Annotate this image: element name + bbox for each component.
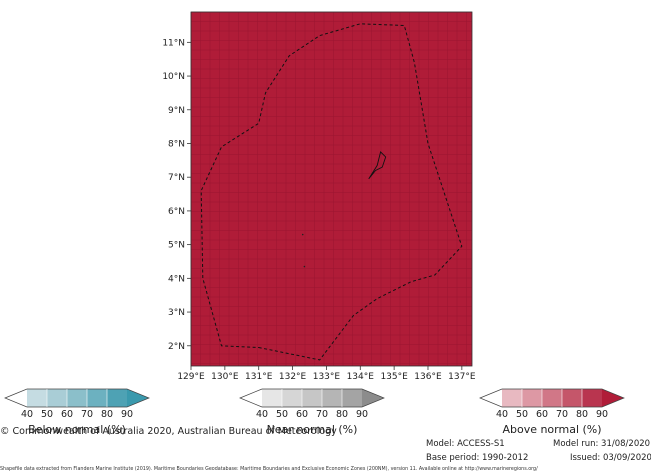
colorbar-tick-label: 70 — [81, 409, 93, 420]
lat-tick-label: 6°N — [168, 207, 185, 217]
lon-tick-label: 136°E — [414, 372, 442, 382]
colorbar-segment — [562, 389, 582, 407]
lat-tick-label: 11°N — [162, 38, 185, 48]
colorbar-title: Below normal (%) — [28, 423, 126, 436]
colorbar-min-extension — [5, 389, 27, 407]
colorbar-max-extension — [602, 389, 624, 407]
map-grid — [190, 11, 472, 366]
colorbar-tick-label: 80 — [101, 409, 113, 420]
colorbar-tick-label: 90 — [356, 409, 368, 420]
base-period-text: Base period: 1990-2012 — [426, 453, 529, 463]
lat-tick-label: 4°N — [168, 274, 185, 284]
lat-tick-label: 10°N — [162, 72, 185, 82]
lon-tick-label: 137°E — [448, 372, 476, 382]
island-outline — [368, 151, 387, 180]
colorbar-tick-label: 40 — [496, 409, 508, 420]
lat-tick-label: 9°N — [168, 106, 185, 116]
model-run-text: Model run: 31/08/2020 — [553, 439, 651, 449]
colorbar-tick-label: 80 — [336, 409, 348, 420]
island-dot — [303, 265, 306, 268]
eez-boundary — [200, 23, 463, 361]
colorbar-min-extension — [480, 389, 502, 407]
colorbar-tick-label: 40 — [21, 409, 33, 420]
colorbar-segment — [302, 389, 322, 407]
colorbar-segment — [522, 389, 542, 407]
colorbar-tick-label: 60 — [61, 409, 73, 420]
colorbar-segment — [107, 389, 127, 407]
colorbar-tick-label: 40 — [256, 409, 268, 420]
map-panel: 129°E 130°E 131°E 132°E 133°E 134°E 135°E 136°E… — [162, 11, 476, 382]
colorbar-segment — [502, 389, 522, 407]
map-frame — [190, 11, 473, 367]
colorbar-max-extension — [127, 389, 149, 407]
island-dot — [301, 233, 304, 236]
colorbar-outline — [4, 388, 150, 408]
colorbar-legends: 40 50 60 70 80 90 Below normal (%) 40 50 60 70 80 90… — [4, 388, 625, 436]
lat-tick-label: 8°N — [168, 139, 185, 149]
lon-tick-label: 132°E — [279, 372, 307, 382]
colorbar-tick-label: 90 — [596, 409, 608, 420]
map-fill — [191, 12, 472, 366]
colorbar-title: Above normal (%) — [502, 423, 601, 436]
lat-tick-label: 2°N — [168, 342, 185, 352]
lon-tick-label: 133°E — [313, 372, 341, 382]
lon-tick-label: 134°E — [347, 372, 375, 382]
colorbar-segment — [342, 389, 362, 407]
colorbar-segment — [262, 389, 282, 407]
colorbar-tick-label: 70 — [556, 409, 568, 420]
colorbar-segment — [542, 389, 562, 407]
colorbar-tick-label: 70 — [316, 409, 328, 420]
shapefile-credit-text: Shapefile data extracted from Flanders M… — [0, 467, 538, 472]
colorbar-tick-label: 50 — [276, 409, 288, 420]
colorbar-segment — [87, 389, 107, 407]
model-name-text: Model: ACCESS-S1 — [426, 439, 505, 449]
colorbar-outline — [239, 388, 385, 408]
lat-tick-label: 3°N — [168, 308, 185, 318]
colorbar-tick-label: 60 — [296, 409, 308, 420]
copyright-text: © Commonwealth of Australia 2020, Austra… — [0, 426, 337, 437]
colorbar-below: 40 50 60 70 80 90 Below normal (%) — [4, 388, 150, 436]
lon-tick-label: 130°E — [211, 372, 239, 382]
issued-date-text: Issued: 03/09/2020 — [570, 453, 651, 463]
lat-tick-label: 5°N — [168, 241, 185, 251]
lat-tick-label: 7°N — [168, 173, 185, 183]
colorbar-outline — [479, 388, 625, 408]
colorbar-tick-label: 80 — [576, 409, 588, 420]
colorbar-segment — [47, 389, 67, 407]
colorbar-segment — [282, 389, 302, 407]
colorbar-min-extension — [240, 389, 262, 407]
colorbar-max-extension — [362, 389, 384, 407]
lon-tick-label: 131°E — [245, 372, 273, 382]
colorbar-segment — [27, 389, 47, 407]
colorbar-tick-label: 50 — [41, 409, 53, 420]
lon-tick-label: 129°E — [177, 372, 205, 382]
colorbar-tick-label: 60 — [536, 409, 548, 420]
colorbar-title: Near normal (%) — [267, 423, 358, 436]
colorbar-segment — [67, 389, 87, 407]
colorbar-segment — [582, 389, 602, 407]
colorbar-segment — [322, 389, 342, 407]
colorbar-tick-label: 50 — [516, 409, 528, 420]
colorbar-tick-label: 90 — [121, 409, 133, 420]
lon-tick-label: 135°E — [380, 372, 408, 382]
colorbar-above: 40 50 60 70 80 90 Above normal (%) — [479, 388, 625, 436]
colorbar-near: 40 50 60 70 80 90 Near normal (%) — [239, 388, 385, 436]
